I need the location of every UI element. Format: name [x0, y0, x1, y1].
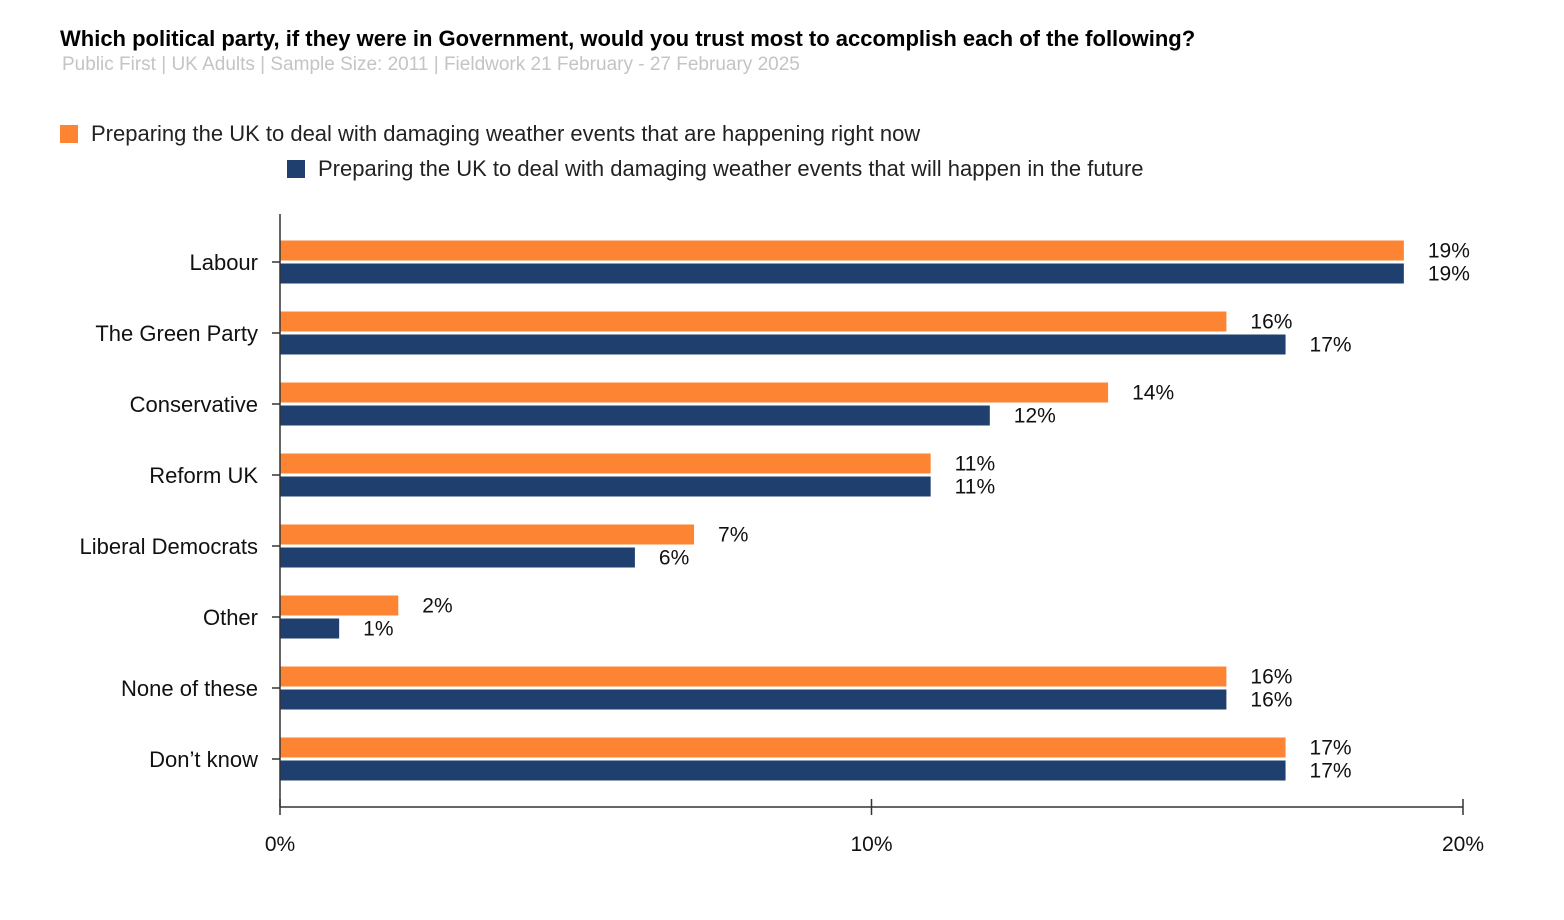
- bar-labour-series-2: [280, 263, 1404, 284]
- value-label-other-series-2: 1%: [363, 618, 393, 641]
- bar-reform-uk-series-1: [280, 453, 931, 474]
- category-label-reform-uk: Reform UK: [149, 463, 258, 488]
- bar-reform-uk-series-2: [280, 476, 931, 497]
- bar-conservative-series-1: [280, 382, 1109, 403]
- x-tick-label-0: 0%: [265, 833, 295, 856]
- chart-title: Which political party, if they were in G…: [60, 26, 1196, 51]
- value-label-reform-uk-series-2: 11%: [955, 476, 995, 499]
- value-label-labour-series-2: 19%: [1428, 263, 1470, 286]
- bar-liberal-democrats-series-1: [280, 524, 695, 545]
- value-label-conservative-series-1: 14%: [1132, 382, 1174, 405]
- bar-liberal-democrats-series-2: [280, 547, 635, 568]
- value-label-the-green-party-series-1: 16%: [1250, 311, 1292, 334]
- value-label-none-of-these-series-2: 16%: [1250, 689, 1292, 712]
- bar-none-of-these-series-1: [280, 666, 1227, 687]
- legend-swatch-future: [287, 160, 305, 178]
- bar-none-of-these-series-2: [280, 689, 1227, 710]
- value-label-liberal-democrats-series-2: 6%: [659, 547, 689, 570]
- bar-conservative-series-2: [280, 405, 990, 426]
- legend-item-current: Preparing the UK to deal with damaging w…: [60, 121, 920, 147]
- category-label-liberal-democrats: Liberal Democrats: [79, 534, 258, 559]
- x-tick-label-2: 20%: [1442, 833, 1484, 856]
- value-label-labour-series-1: 19%: [1428, 240, 1470, 263]
- value-label-conservative-series-2: 12%: [1014, 405, 1056, 428]
- value-label-liberal-democrats-series-1: 7%: [718, 524, 748, 547]
- legend-item-future: Preparing the UK to deal with damaging w…: [287, 156, 1144, 182]
- legend-label-current: Preparing the UK to deal with damaging w…: [91, 121, 921, 146]
- bar-the-green-party-series-2: [280, 334, 1286, 355]
- bar-don-t-know-series-2: [280, 760, 1286, 781]
- bar-other-series-2: [280, 618, 340, 639]
- bar-other-series-1: [280, 595, 399, 616]
- value-label-none-of-these-series-1: 16%: [1250, 666, 1292, 689]
- chart-subtitle: Public First | UK Adults | Sample Size: …: [62, 54, 800, 75]
- bar-the-green-party-series-1: [280, 311, 1227, 332]
- value-label-don-t-know-series-2: 17%: [1310, 760, 1352, 783]
- category-label-none-of-these: None of these: [121, 676, 258, 701]
- value-label-other-series-1: 2%: [422, 595, 452, 618]
- legend-label-future: Preparing the UK to deal with damaging w…: [318, 156, 1144, 181]
- category-label-conservative: Conservative: [130, 392, 258, 417]
- value-label-don-t-know-series-1: 17%: [1310, 737, 1352, 760]
- category-label-the-green-party: The Green Party: [95, 321, 258, 346]
- x-tick-label-1: 10%: [850, 833, 892, 856]
- bar-don-t-know-series-1: [280, 737, 1286, 758]
- bar-labour-series-1: [280, 240, 1404, 261]
- value-label-the-green-party-series-2: 17%: [1310, 334, 1352, 357]
- legend-swatch-current: [60, 125, 78, 143]
- category-label-don-t-know: Don’t know: [149, 747, 258, 772]
- value-label-reform-uk-series-1: 11%: [955, 453, 995, 476]
- category-label-other: Other: [203, 605, 258, 630]
- category-label-labour: Labour: [189, 250, 258, 275]
